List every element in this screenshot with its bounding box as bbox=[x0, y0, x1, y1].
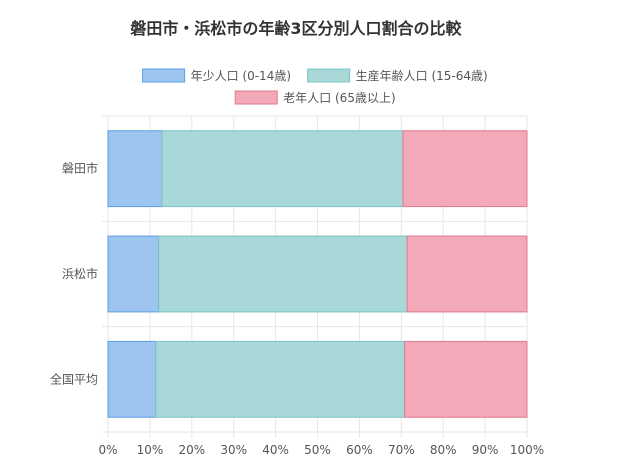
x-axis-ticks: 0% 10% 20% 30% 40% 50% 60% 70% 80% 90% 100% bbox=[98, 443, 544, 457]
x-tick-label: 10% bbox=[137, 443, 164, 457]
x-tick-label: 90% bbox=[472, 443, 499, 457]
legend-label: 生産年齢人口 (15-64歳) bbox=[356, 68, 488, 83]
legend-label: 年少人口 (0-14歳) bbox=[191, 69, 291, 83]
x-tick-label: 40% bbox=[262, 443, 289, 457]
bar-segment[interactable] bbox=[158, 235, 408, 313]
bar-segment[interactable] bbox=[406, 235, 528, 313]
chart-title: 磐田市・浜松市の年齢3区分別人口割合の比較 bbox=[129, 19, 462, 38]
legend-item[interactable]: 生産年齢人口 (15-64歳) bbox=[307, 68, 488, 83]
category-label: 磐田市 bbox=[62, 161, 98, 176]
legend-swatch bbox=[142, 68, 186, 83]
x-tick-label: 60% bbox=[346, 443, 373, 457]
legend-item[interactable]: 老年人口 (65歳以上) bbox=[234, 90, 396, 105]
bar-segment[interactable] bbox=[107, 340, 157, 418]
x-tick-label: 70% bbox=[388, 443, 415, 457]
bar-segment[interactable] bbox=[107, 130, 163, 208]
legend-label: 老年人口 (65歳以上) bbox=[283, 91, 395, 105]
legend: 年少人口 (0-14歳) 生産年齢人口 (15-64歳) 老年人口 (65歳以上) bbox=[142, 68, 488, 105]
bar-segment[interactable] bbox=[155, 340, 406, 418]
category-label: 全国平均 bbox=[50, 371, 98, 386]
x-tick-label: 0% bbox=[98, 443, 117, 457]
x-tick-label: 20% bbox=[178, 443, 205, 457]
legend-swatch bbox=[234, 90, 278, 105]
x-tick-label: 30% bbox=[220, 443, 247, 457]
x-tick-label: 80% bbox=[430, 443, 457, 457]
bar-segment[interactable] bbox=[402, 130, 528, 208]
category-label: 浜松市 bbox=[62, 266, 98, 281]
x-tick-label: 100% bbox=[510, 443, 544, 457]
x-tick-label: 50% bbox=[304, 443, 331, 457]
legend-swatch bbox=[307, 68, 351, 83]
bar-segment[interactable] bbox=[107, 235, 160, 313]
legend-item[interactable]: 年少人口 (0-14歳) bbox=[142, 68, 291, 83]
bars bbox=[107, 130, 528, 418]
bar-segment[interactable] bbox=[161, 130, 404, 208]
bar-segment[interactable] bbox=[404, 340, 528, 418]
